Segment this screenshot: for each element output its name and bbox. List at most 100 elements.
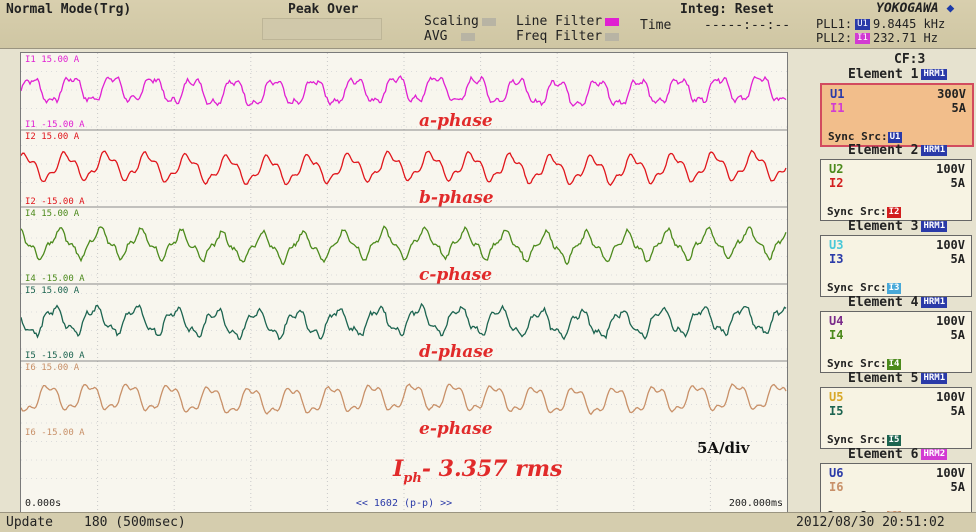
time-value: -----:--:-- <box>704 18 791 33</box>
update-value: 180 (500msec) <box>84 515 186 530</box>
scaling-indicator: Scaling <box>424 14 496 29</box>
current-channel: I2 <box>829 176 844 190</box>
datetime: 2012/08/30 20:51:02 <box>796 515 945 530</box>
waveform-trace <box>20 383 787 416</box>
pll2-source-badge: I1 <box>855 33 870 44</box>
channel-top-label: I6 15.00 A <box>25 363 80 373</box>
voltage-channel: U1 <box>830 87 845 101</box>
voltage-channel: U3 <box>829 238 844 252</box>
element-title: Element 5 HRM1 <box>848 371 948 386</box>
phase-label: a-phase <box>419 111 493 131</box>
element-title: Element 3 HRM1 <box>848 219 948 234</box>
voltage-range: 100V <box>936 238 965 252</box>
avg-status-box <box>461 32 476 41</box>
avg-label: AVG <box>424 29 448 44</box>
peak-over-panel <box>262 18 382 40</box>
voltage-range: 100V <box>936 466 965 480</box>
channel-top-label: I2 15.00 A <box>25 132 80 142</box>
update-label: Update <box>6 515 53 530</box>
element-panel: CF:3 Element 1 HRM1 U1 300V I1 5A Sync Src: U1 E… <box>786 52 976 525</box>
waveform-trace <box>20 149 787 187</box>
waveform-trace <box>20 225 787 266</box>
element-1-settings[interactable]: U1 300V I1 5A Sync Src: U1 <box>820 83 974 147</box>
brand-diamond-icon: ◆ <box>946 1 955 16</box>
footer-bar: Update 180 (500msec) 2012/08/30 20:51:02 <box>0 512 976 532</box>
sync-source: Sync Src: I5 <box>827 433 902 446</box>
integ-status: Integ: Reset <box>680 2 774 17</box>
scaling-status-box <box>481 17 496 26</box>
pll1-source-badge: U1 <box>855 19 870 30</box>
line-filter-status-box <box>605 17 620 26</box>
phase-label: e-phase <box>419 419 493 439</box>
current-range: 5A <box>950 252 965 266</box>
current-channel: I4 <box>829 328 844 342</box>
current-range: 5A <box>951 101 966 115</box>
waveform-trace <box>20 75 787 107</box>
phase-label: b-phase <box>419 188 494 208</box>
element-4-settings[interactable]: U4 100V I4 5A Sync Src: I4 <box>820 311 972 373</box>
sync-source-badge: I2 <box>886 206 902 218</box>
element-title: Element 2 HRM1 <box>848 143 948 158</box>
element-title: Element 4 HRM1 <box>848 295 948 310</box>
voltage-channel: U2 <box>829 162 844 176</box>
element-2-settings[interactable]: U2 100V I2 5A Sync Src: I2 <box>820 159 972 221</box>
sync-source: Sync Src: I2 <box>827 205 902 218</box>
phase-label: c-phase <box>419 265 492 285</box>
freq-filter-status-box <box>605 32 620 41</box>
voltage-channel: U4 <box>829 314 844 328</box>
channel-top-label: I4 15.00 A <box>25 209 80 219</box>
peak-over-indicator: Peak Over <box>288 2 359 17</box>
sync-source-badge: I3 <box>886 282 902 294</box>
hrm-badge[interactable]: HRM1 <box>921 373 948 384</box>
channel-top-label: I5 15.00 A <box>25 286 80 296</box>
time-label: Time <box>640 18 672 33</box>
points-indicator: << 1602 (p-p) >> <box>356 498 452 509</box>
hrm-badge[interactable]: HRM1 <box>921 297 948 308</box>
voltage-channel: U5 <box>829 390 844 404</box>
status-bar: Normal Mode(Trg) Peak Over Scaling AVG L… <box>0 0 976 49</box>
channel-top-label: I1 15.00 A <box>25 55 80 65</box>
crest-factor: CF:3 <box>894 52 926 67</box>
mode-indicator: Normal Mode(Trg) <box>6 2 132 17</box>
channel-bottom-label: I5 -15.00 A <box>25 351 85 361</box>
hrm-badge[interactable]: HRM1 <box>921 69 948 80</box>
pll2-readout: PLL2: I1 232.71 Hz <box>816 31 938 45</box>
scale-label: 5A/div <box>697 439 751 457</box>
scaling-label: Scaling <box>424 14 479 29</box>
voltage-channel: U6 <box>829 466 844 480</box>
current-range: 5A <box>950 328 965 342</box>
voltage-range: 300V <box>937 87 966 101</box>
hrm-badge[interactable]: HRM1 <box>921 145 948 156</box>
avg-indicator: AVG <box>424 29 476 44</box>
pll1-readout: PLL1: U1 9.8445 kHz <box>816 17 946 31</box>
line-filter-label: Line Filter <box>516 14 603 29</box>
time-end-label: 200.000ms <box>729 498 783 509</box>
brand-logo: YOKOGAWA ◆ <box>876 1 955 16</box>
element-3-settings[interactable]: U3 100V I3 5A Sync Src: I3 <box>820 235 972 297</box>
channel-bottom-label: I1 -15.00 A <box>25 120 85 130</box>
waveform-trace <box>20 302 787 341</box>
channel-bottom-label: I6 -15.00 A <box>25 428 85 438</box>
current-channel: I6 <box>829 480 844 494</box>
element-5-settings[interactable]: U5 100V I5 5A Sync Src: I5 <box>820 387 972 449</box>
line-filter-indicator: Line Filter <box>516 14 620 29</box>
hrm-badge[interactable]: HRM2 <box>921 449 948 460</box>
freq-filter-indicator: Freq Filter <box>516 29 620 44</box>
current-channel: I3 <box>829 252 844 266</box>
channel-bottom-label: I2 -15.00 A <box>25 197 85 207</box>
current-range: 5A <box>950 404 965 418</box>
sync-source-badge: I4 <box>886 358 902 370</box>
current-channel: I5 <box>829 404 844 418</box>
phase-label: d-phase <box>419 342 494 362</box>
current-range: 5A <box>950 480 965 494</box>
freq-filter-label: Freq Filter <box>516 29 603 44</box>
hrm-badge[interactable]: HRM1 <box>921 221 948 232</box>
voltage-range: 100V <box>936 390 965 404</box>
sync-source-badge: U1 <box>887 131 903 143</box>
element-title: Element 6 HRM2 <box>848 447 948 462</box>
sync-source: Sync Src: I3 <box>827 281 902 294</box>
element-title: Element 1 HRM1 <box>848 67 948 82</box>
voltage-range: 100V <box>936 314 965 328</box>
